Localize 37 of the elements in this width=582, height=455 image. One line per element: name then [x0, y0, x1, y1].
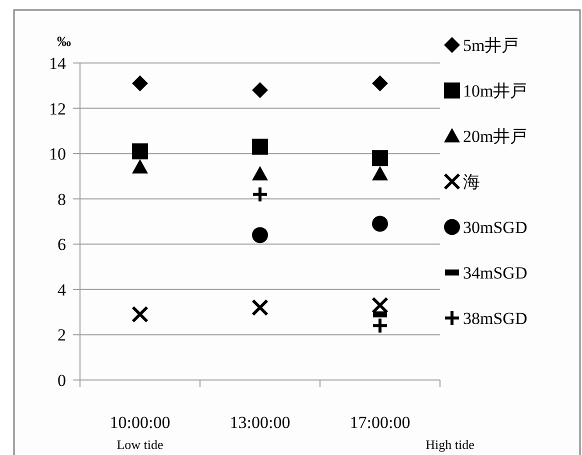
- text: Low tide: [116, 437, 164, 452]
- point: [252, 227, 268, 244]
- y-tick-label: 6: [58, 235, 66, 254]
- legend-label: 34mSGD: [463, 264, 528, 282]
- point: [132, 306, 148, 323]
- y-tick-label: 0: [58, 371, 66, 390]
- point: [252, 138, 268, 155]
- y-tick-label: 8: [58, 190, 66, 209]
- x-tick-label: 10:00:00: [110, 413, 170, 432]
- point: [372, 75, 388, 92]
- y-tick-label: 14: [49, 54, 66, 73]
- point: [372, 317, 388, 334]
- legend-label: 海: [463, 172, 480, 192]
- x-tick-label: 13:00:00: [230, 413, 290, 432]
- point: [372, 166, 388, 180]
- point: [372, 150, 388, 166]
- legend-label: 38mSGD: [463, 309, 528, 328]
- y-tick-label: 12: [49, 99, 66, 118]
- legend-label: 10m井戸: [463, 82, 528, 100]
- point: [252, 299, 268, 316]
- text: High tide: [426, 437, 475, 452]
- y-tick-label: 2: [58, 326, 66, 345]
- legend-label: 30mSGD: [463, 218, 528, 237]
- point: [372, 216, 388, 232]
- x-tick-label: 17:00:00: [350, 413, 410, 432]
- point: [132, 143, 148, 160]
- legend-label: 5m井戸: [463, 36, 519, 55]
- point: [132, 159, 148, 174]
- y-tick-label: 10: [49, 144, 66, 164]
- point: [252, 166, 268, 180]
- legend-label: 20m井戸: [463, 127, 528, 146]
- y-axis-title: ‰: [57, 35, 71, 50]
- point: [252, 186, 268, 203]
- point: [372, 296, 388, 314]
- point: [252, 82, 268, 98]
- y-tick-label: 4: [58, 280, 66, 300]
- point: [132, 75, 148, 92]
